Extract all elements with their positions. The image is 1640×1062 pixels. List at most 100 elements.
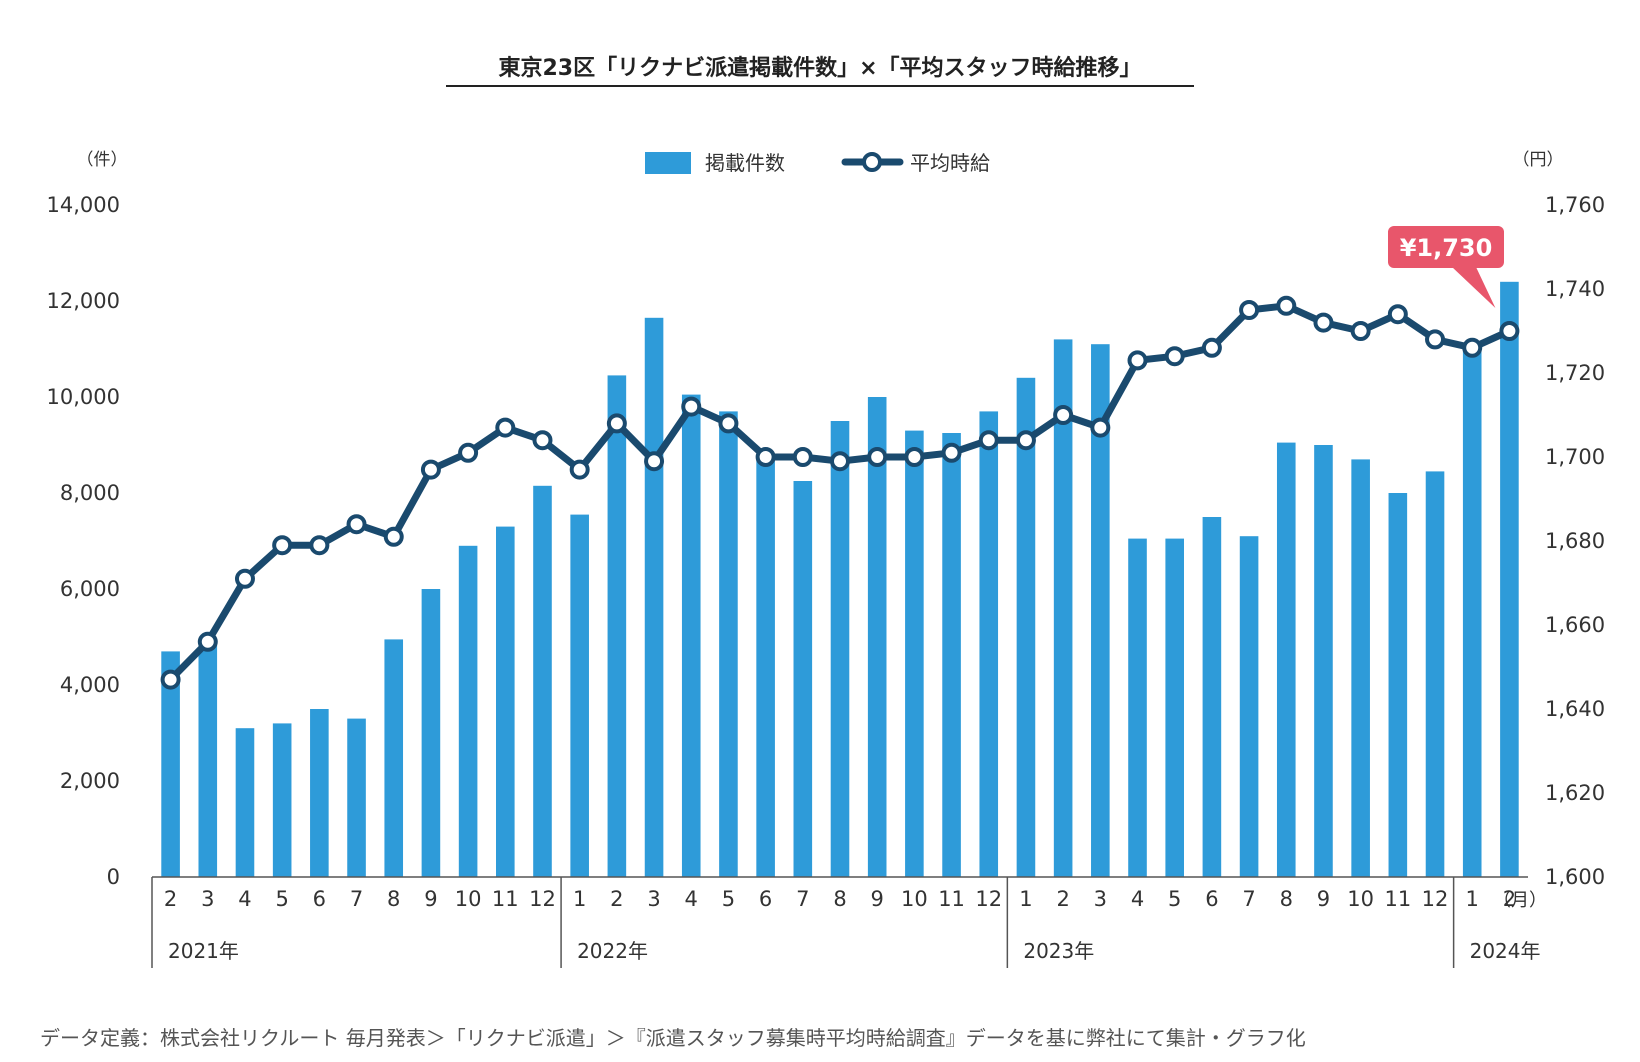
bar xyxy=(347,718,366,877)
bar xyxy=(644,317,664,877)
line-point xyxy=(1499,321,1520,341)
line-point xyxy=(569,459,590,480)
month-label: 9 xyxy=(871,887,884,911)
left-axis-unit: （件） xyxy=(77,150,128,170)
line-point xyxy=(160,669,181,690)
right-tick-label: 1,600 xyxy=(1545,865,1605,889)
month-label: 11 xyxy=(938,887,965,911)
right-tick-label: 1,660 xyxy=(1545,613,1605,637)
line-point xyxy=(197,631,218,652)
bar xyxy=(905,430,924,877)
right-tick-label: 1,640 xyxy=(1545,697,1605,721)
line-point xyxy=(458,442,479,463)
line-point xyxy=(1350,321,1371,341)
legend-line-marker xyxy=(862,152,882,172)
year-label: 2021年 xyxy=(168,939,239,963)
bar xyxy=(533,485,552,877)
month-label: 12 xyxy=(1422,887,1449,911)
line-point xyxy=(941,442,962,463)
line-point xyxy=(234,568,255,589)
bar xyxy=(384,639,404,877)
callout-label: ¥1,730 xyxy=(1400,234,1493,262)
bar xyxy=(310,709,329,877)
line-point xyxy=(1239,300,1260,320)
month-label: 2 xyxy=(164,887,177,911)
line-point xyxy=(1313,312,1334,333)
bar xyxy=(1500,281,1519,877)
x-axis xyxy=(151,876,1528,968)
bar xyxy=(1351,459,1370,877)
line-point xyxy=(309,535,330,556)
bar xyxy=(570,514,589,877)
line-point xyxy=(1201,337,1222,358)
month-label: 6 xyxy=(1205,887,1218,911)
bar xyxy=(942,433,961,877)
left-tick-label: 4,000 xyxy=(60,673,120,697)
month-label: 7 xyxy=(796,887,809,911)
right-tick-label: 1,740 xyxy=(1545,277,1605,301)
footnote: データ定義：株式会社リクルート 毎月発表＞「リクナビ派遣」＞『派遣スタッフ募集時… xyxy=(40,1026,1306,1050)
month-label: 2 xyxy=(1056,887,1069,911)
bar xyxy=(421,589,441,877)
right-axis-unit: （円） xyxy=(1513,150,1564,170)
left-tick-label: 6,000 xyxy=(60,577,120,601)
line-point xyxy=(1053,405,1074,425)
left-tick-label: 10,000 xyxy=(47,385,120,409)
legend-bar-swatch xyxy=(645,152,691,174)
month-label: 5 xyxy=(1168,887,1181,911)
left-tick-label: 2,000 xyxy=(60,769,120,793)
bar xyxy=(458,545,478,877)
month-label: 7 xyxy=(350,887,363,911)
bar xyxy=(793,481,813,877)
month-label: 1 xyxy=(573,887,586,911)
left-tick-label: 8,000 xyxy=(60,481,120,505)
left-tick-label: 0 xyxy=(107,865,120,889)
bar xyxy=(1388,493,1408,877)
line-point xyxy=(420,459,441,480)
bar xyxy=(867,397,887,877)
month-label: 12 xyxy=(975,887,1002,911)
line-point xyxy=(1462,337,1483,358)
line-point xyxy=(532,430,553,451)
month-label: 8 xyxy=(833,887,846,911)
bar-series xyxy=(161,281,1519,877)
month-label: 10 xyxy=(901,887,928,911)
month-label: 10 xyxy=(1347,887,1374,911)
month-label: 9 xyxy=(424,887,437,911)
month-label: 7 xyxy=(1242,887,1255,911)
month-label: 6 xyxy=(313,887,326,911)
line-series xyxy=(160,295,1520,690)
line-point xyxy=(272,535,293,556)
month-label: 1 xyxy=(1466,887,1479,911)
month-label: 2 xyxy=(1503,887,1516,911)
month-label: 1 xyxy=(1019,887,1032,911)
right-tick-label: 1,620 xyxy=(1545,781,1605,805)
bar xyxy=(719,411,738,877)
line-point xyxy=(867,447,888,467)
right-tick-label: 1,700 xyxy=(1545,445,1605,469)
bar xyxy=(198,641,218,877)
bar xyxy=(161,651,180,877)
left-tick-label: 12,000 xyxy=(47,289,120,313)
bar xyxy=(496,526,515,877)
bar xyxy=(1239,536,1259,877)
bar xyxy=(1091,344,1110,877)
line-point xyxy=(346,514,367,535)
year-label: 2023年 xyxy=(1023,939,1094,963)
bar xyxy=(272,723,292,877)
bar xyxy=(1128,538,1147,877)
callout-pointer xyxy=(1452,267,1496,308)
x-axis-labels: 2 3 4 5 6 7 8 9 10 11 12 1 2 3 4 5 6 7 8 9 10 11 12 1 2 3 4 5 6 7 8 9 10… xyxy=(164,887,1516,911)
year-labels: 2021年 2022年 2023年 2024年 xyxy=(168,939,1541,963)
bar xyxy=(756,454,775,877)
line-point xyxy=(792,447,813,467)
line-point xyxy=(830,451,850,472)
month-label: 11 xyxy=(492,887,519,911)
month-label: 8 xyxy=(387,887,400,911)
bar xyxy=(607,375,627,877)
line-point xyxy=(755,447,776,467)
line-point xyxy=(1387,304,1408,325)
line-point xyxy=(1090,417,1111,438)
month-label: 4 xyxy=(238,887,251,911)
bar xyxy=(1053,339,1073,877)
